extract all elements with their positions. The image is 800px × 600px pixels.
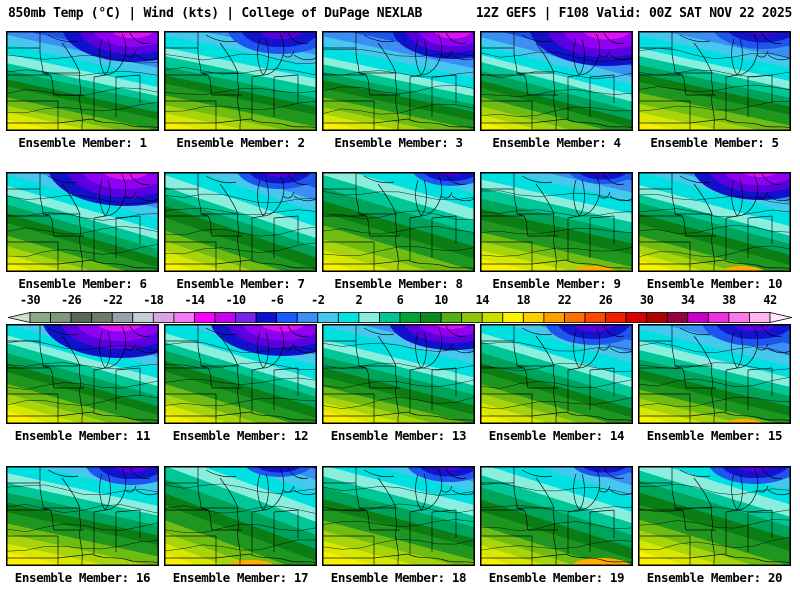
ensemble-member-label: Ensemble Member: 19 (488, 570, 625, 585)
ensemble-panel-18: Ensemble Member: 18 (322, 466, 475, 585)
colorbar-tick-labels: -30 -26 -22 -18 -14 -10 -6 -2 2 6 10 14 18 22 26 30 34 38… (8, 293, 792, 307)
ensemble-member-label: Ensemble Member: 6 (18, 276, 147, 291)
colorbar-tick: 18 (516, 293, 531, 307)
ensemble-member-label: Ensemble Member: 4 (492, 135, 621, 150)
ensemble-map (638, 466, 791, 566)
colorbar-tick: -22 (102, 293, 123, 307)
ensemble-map (6, 324, 159, 424)
ensemble-map (6, 31, 159, 131)
ensemble-row-1: Ensemble Member: 1 Ensemble Member: 2 En… (6, 31, 791, 150)
ensemble-panel-15: Ensemble Member: 15 (638, 324, 791, 443)
ensemble-panel-3: Ensemble Member: 3 (322, 31, 475, 150)
colorbar-tick: 6 (396, 293, 404, 307)
ensemble-map (322, 466, 475, 566)
ensemble-map (480, 324, 633, 424)
ensemble-panel-4: Ensemble Member: 4 (480, 31, 633, 150)
ensemble-member-label: Ensemble Member: 20 (646, 570, 783, 585)
ensemble-map (638, 31, 791, 131)
colorbar-right-arrow-icon (769, 311, 793, 324)
ensemble-member-label: Ensemble Member: 2 (176, 135, 305, 150)
colorbar-tick: -30 (19, 293, 41, 307)
ensemble-panel-11: Ensemble Member: 11 (6, 324, 159, 443)
colorbar-tick: -10 (225, 293, 246, 307)
ensemble-member-label: Ensemble Member: 10 (646, 276, 783, 291)
colorbar-tick: -6 (269, 293, 284, 307)
ensemble-map (322, 172, 475, 272)
ensemble-panel-10: Ensemble Member: 10 (638, 172, 791, 291)
ensemble-member-label: Ensemble Member: 12 (172, 428, 309, 443)
ensemble-map (164, 324, 317, 424)
ensemble-member-label: Ensemble Member: 1 (18, 135, 147, 150)
ensemble-member-label: Ensemble Member: 3 (334, 135, 463, 150)
ensemble-map (6, 172, 159, 272)
ensemble-panel-1: Ensemble Member: 1 (6, 31, 159, 150)
temperature-colorbar (7, 308, 793, 324)
ensemble-member-label: Ensemble Member: 13 (330, 428, 467, 443)
ensemble-member-label: Ensemble Member: 8 (334, 276, 463, 291)
ensemble-member-label: Ensemble Member: 5 (650, 135, 779, 150)
ensemble-member-label: Ensemble Member: 18 (330, 570, 467, 585)
colorbar-tick: 38 (722, 293, 736, 307)
ensemble-panel-6: Ensemble Member: 6 (6, 172, 159, 291)
ensemble-map (322, 31, 475, 131)
colorbar-scale (7, 311, 793, 324)
ensemble-panel-16: Ensemble Member: 16 (6, 466, 159, 585)
ensemble-map (480, 466, 633, 566)
ensemble-member-label: Ensemble Member: 17 (172, 570, 309, 585)
colorbar-tick: 10 (434, 293, 448, 307)
ensemble-map (322, 324, 475, 424)
run-valid-info: 12Z GEFS | F108 Valid: 00Z SAT NOV 22 20… (475, 6, 792, 21)
colorbar-tick: 2 (355, 293, 363, 307)
ensemble-member-label: Ensemble Member: 9 (492, 276, 621, 291)
ensemble-map (164, 466, 317, 566)
ensemble-member-label: Ensemble Member: 7 (176, 276, 305, 291)
ensemble-panel-12: Ensemble Member: 12 (164, 324, 317, 443)
ensemble-panel-8: Ensemble Member: 8 (322, 172, 475, 291)
header: 850mb Temp (°C) | Wind (kts) | College o… (8, 6, 792, 21)
colorbar-tick: 42 (763, 293, 777, 307)
ensemble-row-2: Ensemble Member: 6 Ensemble Member: 7 En… (6, 172, 791, 291)
ensemble-row-3: Ensemble Member: 11 Ensemble Member: 12 … (6, 324, 791, 443)
ensemble-map (480, 31, 633, 131)
ensemble-panel-19: Ensemble Member: 19 (480, 466, 633, 585)
colorbar-tick: -18 (143, 293, 164, 307)
ensemble-panel-7: Ensemble Member: 7 (164, 172, 317, 291)
ensemble-row-4: Ensemble Member: 16 Ensemble Member: 17 … (6, 466, 791, 585)
ensemble-member-label: Ensemble Member: 14 (488, 428, 625, 443)
colorbar-tick: 30 (639, 293, 654, 307)
ensemble-map (164, 172, 317, 272)
ensemble-map (164, 31, 317, 131)
ensemble-panel-13: Ensemble Member: 13 (322, 324, 475, 443)
colorbar-tick: -2 (311, 293, 325, 307)
ensemble-member-label: Ensemble Member: 16 (14, 570, 151, 585)
ensemble-member-label: Ensemble Member: 15 (646, 428, 783, 443)
ensemble-member-label: Ensemble Member: 11 (14, 428, 151, 443)
ensemble-map (638, 172, 791, 272)
ensemble-panel-9: Ensemble Member: 9 (480, 172, 633, 291)
colorbar-tick: -14 (184, 293, 205, 307)
ensemble-panel-14: Ensemble Member: 14 (480, 324, 633, 443)
colorbar-tick: 22 (557, 293, 572, 307)
ensemble-panel-17: Ensemble Member: 17 (164, 466, 317, 585)
ensemble-map (6, 466, 159, 566)
ensemble-map (480, 172, 633, 272)
colorbar-tick: 34 (681, 293, 695, 307)
colorbar-tick: 14 (475, 293, 489, 307)
ensemble-map (638, 324, 791, 424)
ensemble-panel-5: Ensemble Member: 5 (638, 31, 791, 150)
ensemble-panel-2: Ensemble Member: 2 (164, 31, 317, 150)
ensemble-panel-20: Ensemble Member: 20 (638, 466, 791, 585)
colorbar-tick: 26 (598, 293, 613, 307)
colorbar-tick: -26 (61, 293, 82, 307)
colorbar-left-arrow-icon (7, 311, 31, 324)
product-title: 850mb Temp (°C) | Wind (kts) | College o… (8, 6, 422, 21)
